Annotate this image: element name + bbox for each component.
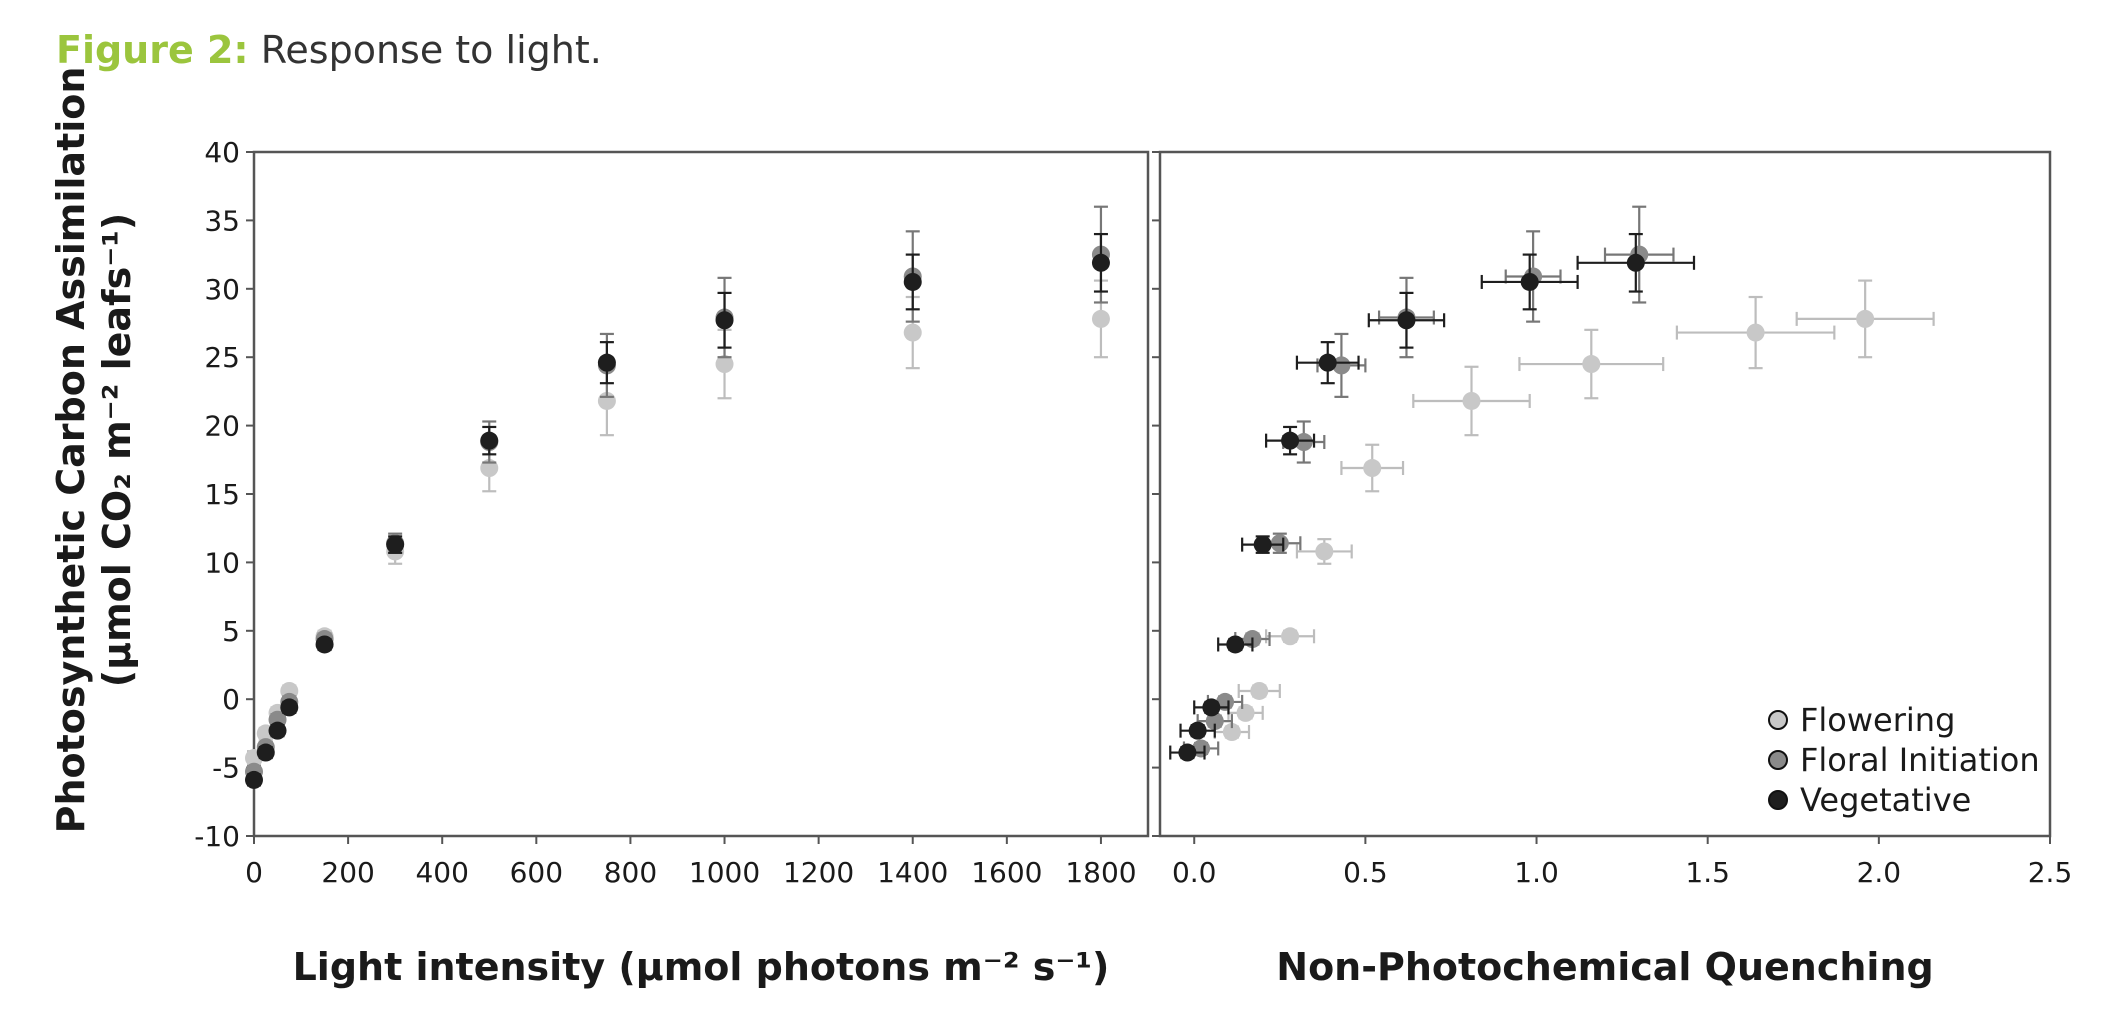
x-tick-label: 400 xyxy=(415,856,468,889)
y-tick-label: 35 xyxy=(204,204,240,237)
series-vegetative xyxy=(1169,232,1696,762)
data-point xyxy=(1270,534,1289,553)
data-point xyxy=(1856,309,1875,328)
y-tick-label: -10 xyxy=(194,820,240,853)
data-point xyxy=(1178,743,1197,762)
y-tick-label: 10 xyxy=(204,546,240,579)
legend-marker xyxy=(1768,790,1788,810)
figure-title: Figure 2: Response to light. xyxy=(56,28,602,72)
data-point xyxy=(1582,355,1601,374)
x-tick-label: 1600 xyxy=(971,856,1042,889)
x-tick-label: 0.0 xyxy=(1172,856,1217,889)
data-point xyxy=(1205,712,1224,731)
legend-item-vegetative: Vegetative xyxy=(1768,781,1971,819)
series-floral-initiation xyxy=(1182,205,1675,758)
figure-label: Figure 2: xyxy=(56,28,249,72)
y-tick-label: -5 xyxy=(212,752,240,785)
x-tick-label: 1.5 xyxy=(1685,856,1730,889)
x-tick-label: 0 xyxy=(245,856,263,889)
x-tick-label: 600 xyxy=(510,856,563,889)
data-point xyxy=(715,355,734,374)
y-axis-title-line2: (µmol CO₂ m⁻² leafs⁻¹) xyxy=(95,213,139,688)
x-axis-title: Non-Photochemical Quenching xyxy=(1276,945,1933,989)
legend-marker xyxy=(1768,750,1788,770)
x-tick-label: 1400 xyxy=(877,856,948,889)
data-point xyxy=(1318,353,1337,372)
series-floral-initiation xyxy=(245,205,1110,781)
data-point xyxy=(903,323,922,342)
x-tick-label: 2.0 xyxy=(1857,856,1902,889)
x-tick-label: 800 xyxy=(604,856,657,889)
series-flowering xyxy=(245,279,1110,768)
y-tick-label: 0 xyxy=(222,683,240,716)
data-point xyxy=(715,311,734,330)
x-tick-label: 200 xyxy=(321,856,374,889)
data-point xyxy=(268,721,287,740)
legend-label: Floral Initiation xyxy=(1800,741,2040,779)
data-point xyxy=(1222,723,1241,742)
figure-caption: Response to light. xyxy=(248,28,602,72)
y-tick-label: 20 xyxy=(204,410,240,443)
data-point xyxy=(386,535,405,554)
data-point xyxy=(1397,311,1416,330)
y-tick-label: 5 xyxy=(222,615,240,648)
data-point xyxy=(1332,356,1351,375)
data-point xyxy=(480,431,499,450)
legend-label: Vegetative xyxy=(1800,781,1971,819)
data-point xyxy=(1363,459,1382,478)
legend-label: Flowering xyxy=(1800,701,1955,739)
series-flowering xyxy=(1213,279,1935,742)
x-tick-label: 1.0 xyxy=(1514,856,1559,889)
data-point xyxy=(1520,272,1539,291)
y-tick-label: 15 xyxy=(204,478,240,511)
data-point xyxy=(1236,703,1255,722)
chart-panel-2: 0.0 0.5 1.0 1.5 2.0 2.5 Non-Photochemical Quen… xyxy=(1152,150,2073,989)
legend-item-floral-initiation: Floral Initiation xyxy=(1768,741,2040,779)
data-point xyxy=(1462,391,1481,410)
data-point xyxy=(1626,253,1645,272)
x-tick-label: 1200 xyxy=(783,856,854,889)
data-point xyxy=(1294,433,1313,452)
data-point xyxy=(1281,431,1300,450)
y-axis-title: Photosynthetic Carbon Assimilation (µmol… xyxy=(49,67,139,834)
data-point xyxy=(1281,627,1300,646)
data-point xyxy=(256,743,275,762)
series-vegetative xyxy=(245,232,1110,789)
x-axis-title: Light intensity (µmol photons m⁻² s⁻¹) xyxy=(293,945,1110,989)
data-point xyxy=(1250,681,1269,700)
x-tick-label: 1000 xyxy=(689,856,760,889)
legend-item-flowering: Flowering xyxy=(1768,701,1955,739)
legend-marker xyxy=(1768,710,1788,730)
data-point xyxy=(1202,698,1221,717)
x-tick-label: 2.5 xyxy=(2028,856,2073,889)
data-point xyxy=(1315,542,1334,561)
y-axis-title-line1: Photosynthetic Carbon Assimilation xyxy=(49,67,93,834)
y-tick-label: 25 xyxy=(204,341,240,374)
data-point xyxy=(1746,323,1765,342)
plot-frame xyxy=(252,150,1150,838)
x-tick-label: 1800 xyxy=(1065,856,1136,889)
y-tick-label: 40 xyxy=(204,136,240,169)
data-point xyxy=(245,770,263,789)
data-point xyxy=(1226,635,1245,654)
x-tick-label: 0.5 xyxy=(1343,856,1388,889)
data-point xyxy=(903,272,922,291)
data-point xyxy=(1253,535,1272,554)
data-point xyxy=(1091,253,1110,272)
data-point xyxy=(597,353,616,372)
data-point xyxy=(1091,309,1110,328)
data-point xyxy=(280,698,299,717)
y-tick-label: 30 xyxy=(204,273,240,306)
data-point xyxy=(315,635,334,654)
data-point xyxy=(1188,721,1207,740)
